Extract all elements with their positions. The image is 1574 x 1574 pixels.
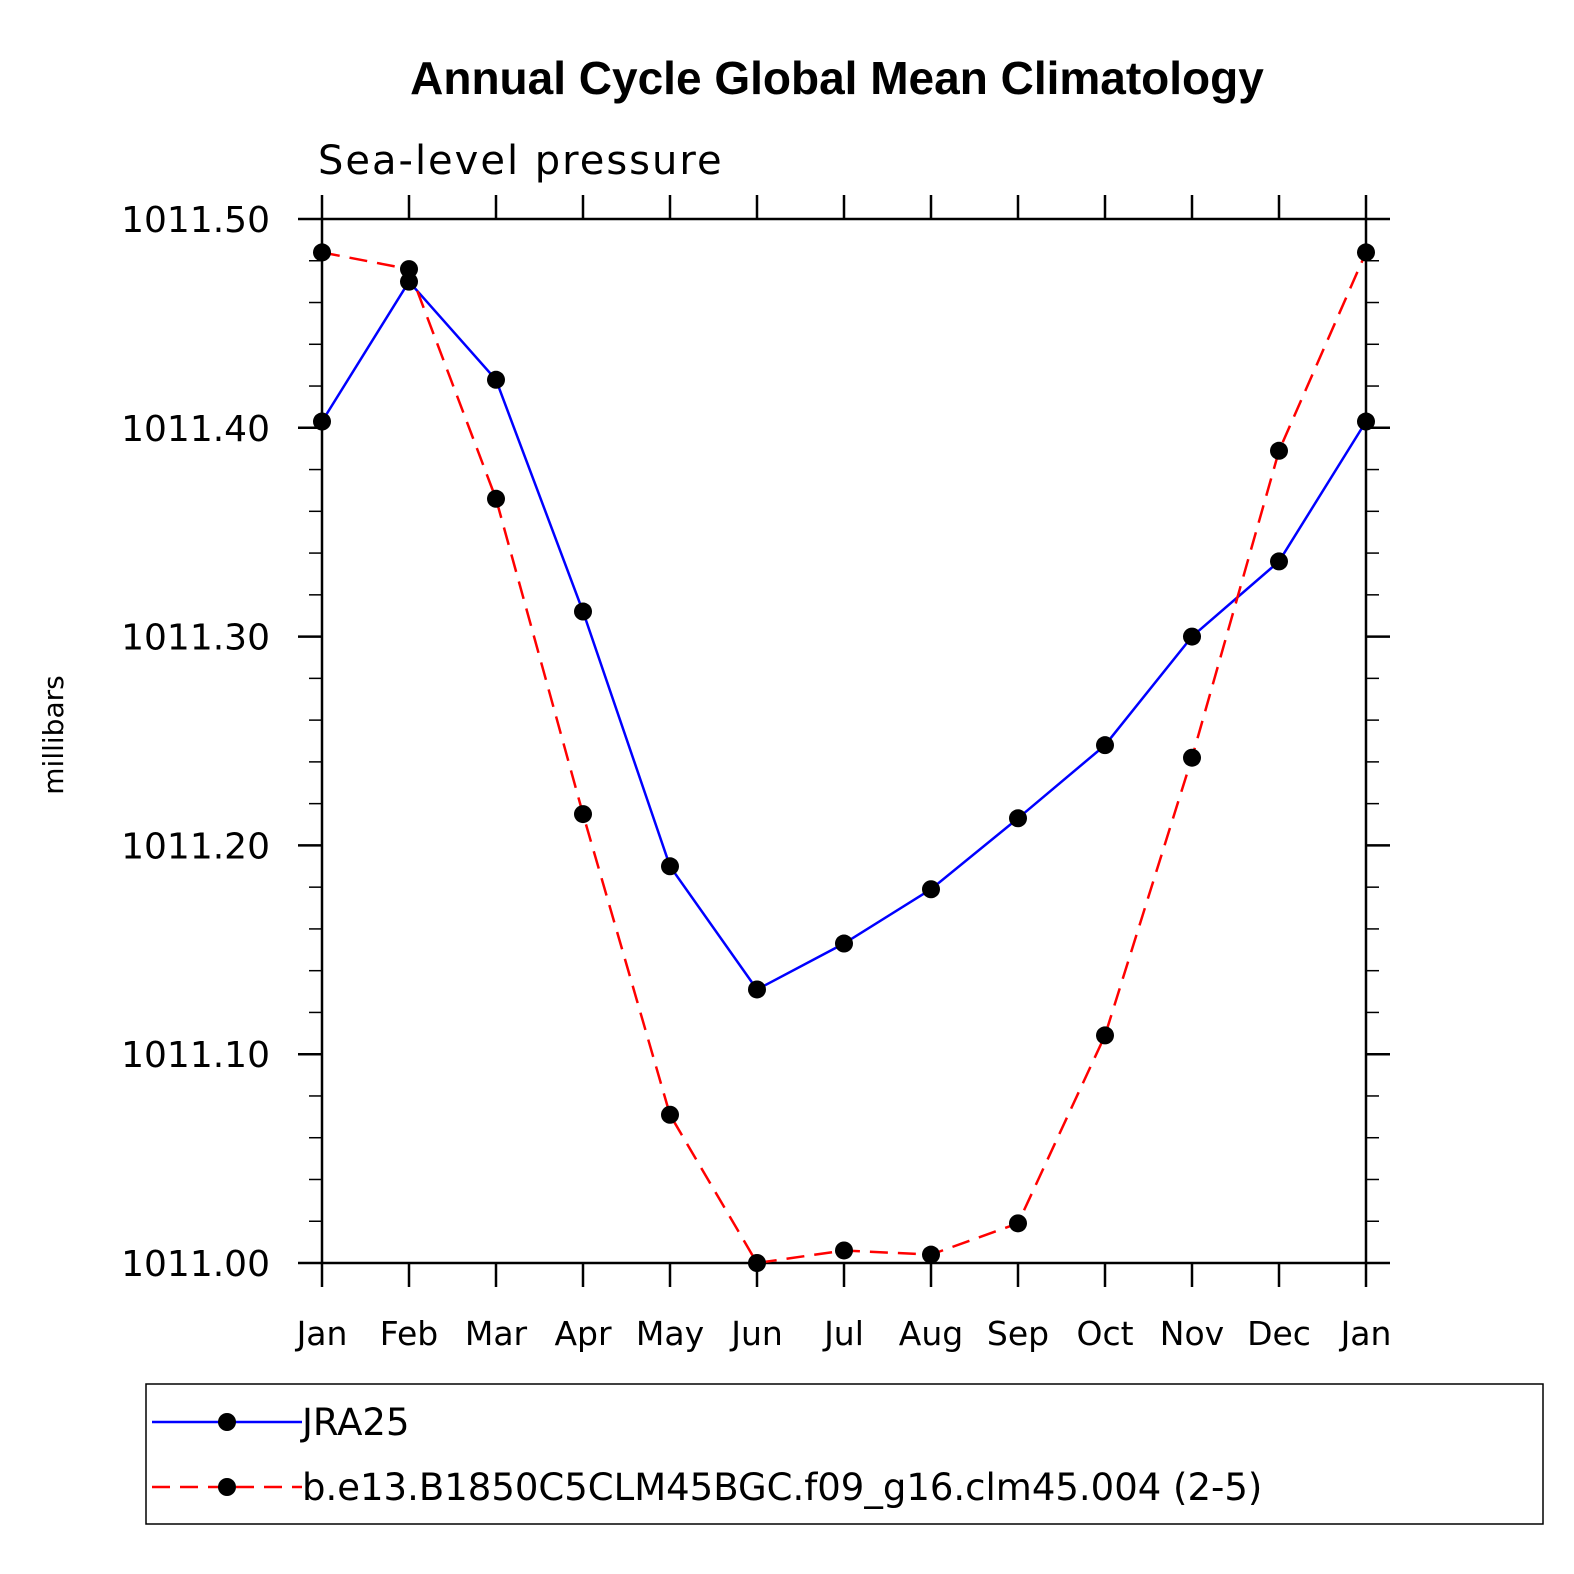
y-axis-label: millibars: [37, 675, 70, 794]
xtick-label: Jan: [295, 1314, 348, 1353]
data-point-1: [1009, 1214, 1027, 1233]
data-point-0: [313, 412, 331, 431]
data-point-0: [922, 880, 940, 899]
xtick-label: Oct: [1076, 1314, 1133, 1353]
data-point-1: [574, 805, 592, 824]
legend-label-jra25: JRA25: [300, 1401, 410, 1444]
data-point-1: [1357, 243, 1375, 262]
xtick-label: Aug: [899, 1314, 963, 1353]
legend-marker-jra25: [218, 1413, 236, 1431]
series-markers: [313, 243, 1375, 1272]
xtick-label: Mar: [465, 1314, 528, 1353]
data-point-0: [1270, 552, 1288, 571]
legend-marker-model: [218, 1478, 236, 1496]
legend: JRA25 b.e13.B1850C5CLM45BGC.f09_g16.clm4…: [145, 1383, 1544, 1525]
data-point-0: [1009, 809, 1027, 828]
data-point-1: [487, 489, 505, 508]
legend-box: [145, 1383, 1544, 1525]
xtick-label: Apr: [554, 1314, 612, 1353]
chart-title: Annual Cycle Global Mean Climatology: [410, 52, 1264, 104]
xtick-label: Jul: [822, 1314, 864, 1353]
data-point-1: [1270, 441, 1288, 460]
series-lines: [320, 251, 1368, 1265]
xtick-label: Jan: [1339, 1314, 1392, 1353]
data-point-0: [1357, 412, 1375, 431]
data-point-0: [661, 857, 679, 876]
data-point-1: [835, 1241, 853, 1260]
data-point-0: [574, 602, 592, 621]
data-point-0: [400, 272, 418, 291]
xtick-label: Jun: [729, 1314, 783, 1353]
series-line-0: [320, 279, 1368, 992]
data-point-1: [922, 1245, 940, 1264]
data-point-0: [1183, 627, 1201, 646]
xtick-label: May: [636, 1314, 704, 1353]
ytick-label: 1011.00: [121, 1244, 270, 1285]
data-point-0: [487, 370, 505, 389]
tick-labels: 1011.00 1011.10 1011.20 1011.30 1011.40 1011.…: [121, 200, 1391, 1353]
ytick-label: 1011.30: [121, 618, 270, 659]
data-point-1: [1096, 1026, 1114, 1045]
axis-ticks: [298, 195, 1390, 1287]
data-point-1: [1183, 748, 1201, 767]
data-point-0: [1096, 736, 1114, 755]
xtick-label: Sep: [987, 1314, 1049, 1353]
ytick-label: 1011.10: [121, 1035, 270, 1076]
xtick-label: Feb: [380, 1314, 438, 1353]
ytick-label: 1011.50: [121, 200, 270, 241]
data-point-1: [748, 1254, 766, 1272]
chart-subtitle: Sea-level pressure: [318, 138, 724, 184]
legend-label-model: b.e13.B1850C5CLM45BGC.f09_g16.clm45.004 …: [302, 1466, 1262, 1509]
data-point-1: [661, 1105, 679, 1124]
ytick-label: 1011.20: [121, 826, 270, 867]
series-line-1: [321, 251, 1368, 1265]
data-point-1: [400, 260, 418, 279]
data-point-0: [835, 934, 853, 953]
ytick-label: 1011.40: [121, 409, 270, 450]
data-point-1: [313, 243, 331, 262]
xtick-label: Nov: [1160, 1314, 1224, 1353]
plot-frame: [320, 217, 1368, 1265]
data-point-0: [748, 980, 766, 999]
xtick-label: Dec: [1247, 1314, 1311, 1353]
